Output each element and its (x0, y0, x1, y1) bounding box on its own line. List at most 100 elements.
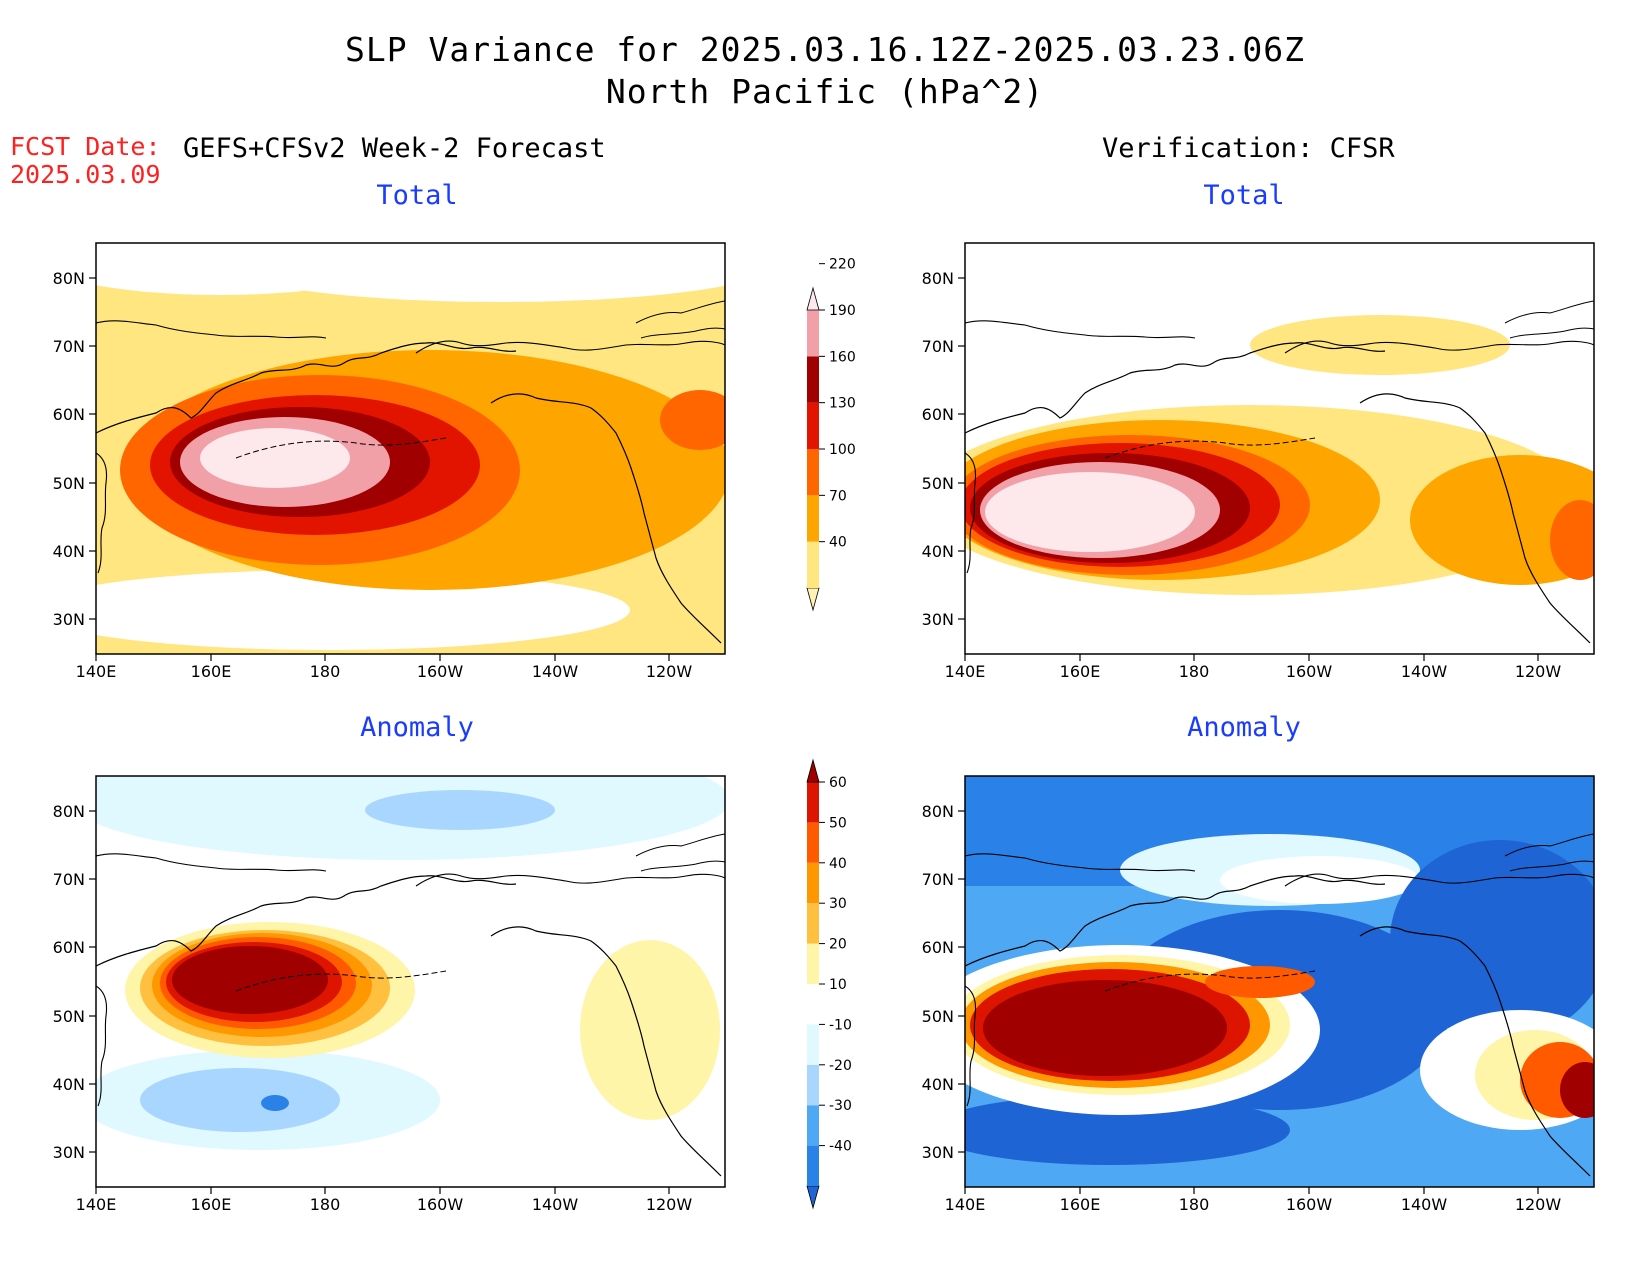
colorbars-layer: 40 70 100 130 160 190 220 -40 -30 -20 -10 10 20 30 40 5… (806, 257, 856, 1210)
lat-tick-label: 50N (922, 474, 954, 493)
forecast-total-frame (95, 242, 726, 655)
fill-east-60 (1560, 1062, 1594, 1118)
anomaly-colorbar-tick-label: 40 (829, 856, 847, 872)
lat-tick-label: 60N (922, 405, 954, 424)
lon-tick-label: 140E (945, 662, 986, 681)
anomaly-colorbar-swatch (807, 903, 819, 944)
lat-tick-label: 60N (53, 405, 85, 424)
lon-tick-label: 140E (76, 662, 117, 681)
fill-60 (172, 946, 328, 1014)
anomaly-colorbar-swatch (807, 1064, 819, 1106)
total-colorbar-tick-label: 220 (829, 257, 856, 273)
forecast-total-map (96, 243, 725, 654)
verification-anomaly-title: Anomaly (1187, 712, 1301, 743)
lon-tick-label: 140E (76, 1195, 117, 1214)
lon-tick-label: 120W (1515, 662, 1562, 681)
lat-tick-label: 50N (53, 1007, 85, 1026)
lon-tick-label: 120W (646, 1195, 693, 1214)
lat-tick-label: 80N (922, 269, 954, 288)
lon-tick-label: 160E (191, 662, 232, 681)
fcst-label: FCST Date: (10, 132, 161, 161)
lon-tick-label: 120W (646, 662, 693, 681)
fill-north-band (1250, 315, 1510, 375)
lat-tick-label: 70N (53, 337, 85, 356)
total-colorbar-tick-label: 160 (829, 349, 856, 365)
lon-tick-label: 160W (1286, 1195, 1333, 1214)
lat-tick-label: 40N (53, 542, 85, 561)
lat-tick-label: 60N (53, 938, 85, 957)
fill-tail-40 (1205, 966, 1315, 998)
lon-tick-label: 180 (1179, 1195, 1210, 1214)
anomaly-colorbar-tick-label: 20 (829, 937, 847, 953)
fill-south-neg20 (140, 1068, 340, 1132)
total-colorbar-swatch (807, 310, 819, 357)
lon-tick-label: 160W (1286, 662, 1333, 681)
lat-tick-label: 50N (53, 474, 85, 493)
total-colorbar-tick-label: 130 (829, 396, 856, 412)
total-colorbar-lower-triangle (806, 587, 820, 612)
anomaly-colorbar-swatch (807, 1145, 819, 1186)
lat-tick-label: 40N (53, 1075, 85, 1094)
verification-total-map (965, 243, 1594, 654)
total-colorbar-swatch (807, 356, 819, 403)
lat-tick-label: 30N (922, 610, 954, 629)
total-colorbar-tick-label: 70 (829, 488, 847, 504)
anomaly-colorbar-swatch (807, 822, 819, 863)
fill-south-neg30 (261, 1095, 289, 1111)
fill-south (96, 570, 630, 650)
fill-60 (983, 980, 1227, 1076)
lat-tick-label: 80N (53, 269, 85, 288)
lon-tick-label: 140W (1401, 1195, 1448, 1214)
lat-tick-label: 70N (922, 870, 954, 889)
total-colorbar-swatch (807, 495, 819, 542)
anomaly-colorbar-swatch (807, 1105, 819, 1146)
fill-south-neg (965, 1095, 1290, 1165)
lon-tick-label: 160W (417, 1195, 464, 1214)
lon-tick-label: 180 (1179, 662, 1210, 681)
lat-tick-label: 40N (922, 1075, 954, 1094)
lon-tick-label: 120W (1515, 1195, 1562, 1214)
lon-tick-label: 160W (417, 662, 464, 681)
verification-total-frame (964, 242, 1595, 655)
fill-220 (985, 472, 1195, 552)
forecast-anomaly-map (96, 776, 725, 1187)
lat-tick-label: 70N (53, 870, 85, 889)
total-colorbar-swatch (807, 541, 819, 588)
lat-tick-label: 60N (922, 938, 954, 957)
forecast-anomaly-frame (95, 775, 726, 1188)
anomaly-colorbar-swatch (807, 862, 819, 904)
total-colorbar-swatch (807, 402, 819, 449)
verification-column-title: Verification: CFSR (1102, 133, 1395, 164)
anomaly-colorbar-swatch (807, 782, 819, 823)
fill-220 (200, 428, 350, 488)
lat-tick-label: 80N (53, 802, 85, 821)
fill-north-neg20 (365, 790, 555, 830)
fill-east-100 (1550, 500, 1594, 580)
anomaly-colorbar-tick-label: -10 (829, 1017, 852, 1033)
anomaly-colorbar-tick-label: -30 (829, 1098, 852, 1114)
forecast-anomaly-title: Anomaly (360, 712, 474, 743)
anomaly-colorbar-tick-label: 50 (829, 815, 847, 831)
total-colorbar-tick-label: 40 (829, 535, 847, 551)
verification-anomaly-frame (964, 775, 1595, 1188)
lon-tick-label: 160E (1060, 662, 1101, 681)
anomaly-colorbar-tick-label: 30 (829, 896, 847, 912)
total-colorbar-tick-label: 190 (829, 303, 856, 319)
anomaly-colorbar-upper-triangle (806, 758, 820, 783)
lat-tick-label: 50N (922, 1007, 954, 1026)
lon-tick-label: 160E (191, 1195, 232, 1214)
fcst-date: 2025.03.09 (10, 160, 161, 189)
lon-tick-label: 180 (310, 1195, 341, 1214)
lat-tick-label: 70N (922, 337, 954, 356)
figure-title: SLP Variance for 2025.03.16.12Z-2025.03.… (345, 30, 1305, 69)
lon-tick-label: 140W (532, 1195, 579, 1214)
forecast-total-title: Total (376, 180, 458, 211)
lon-tick-label: 140W (532, 662, 579, 681)
verification-total-title: Total (1203, 180, 1285, 211)
figure-subtitle: North Pacific (hPa^2) (605, 72, 1045, 111)
total-colorbar-upper-triangle (806, 286, 820, 311)
fill-lowvar2 (220, 243, 725, 302)
anomaly-colorbar-tick-label: 10 (829, 977, 847, 993)
lat-tick-label: 80N (922, 802, 954, 821)
